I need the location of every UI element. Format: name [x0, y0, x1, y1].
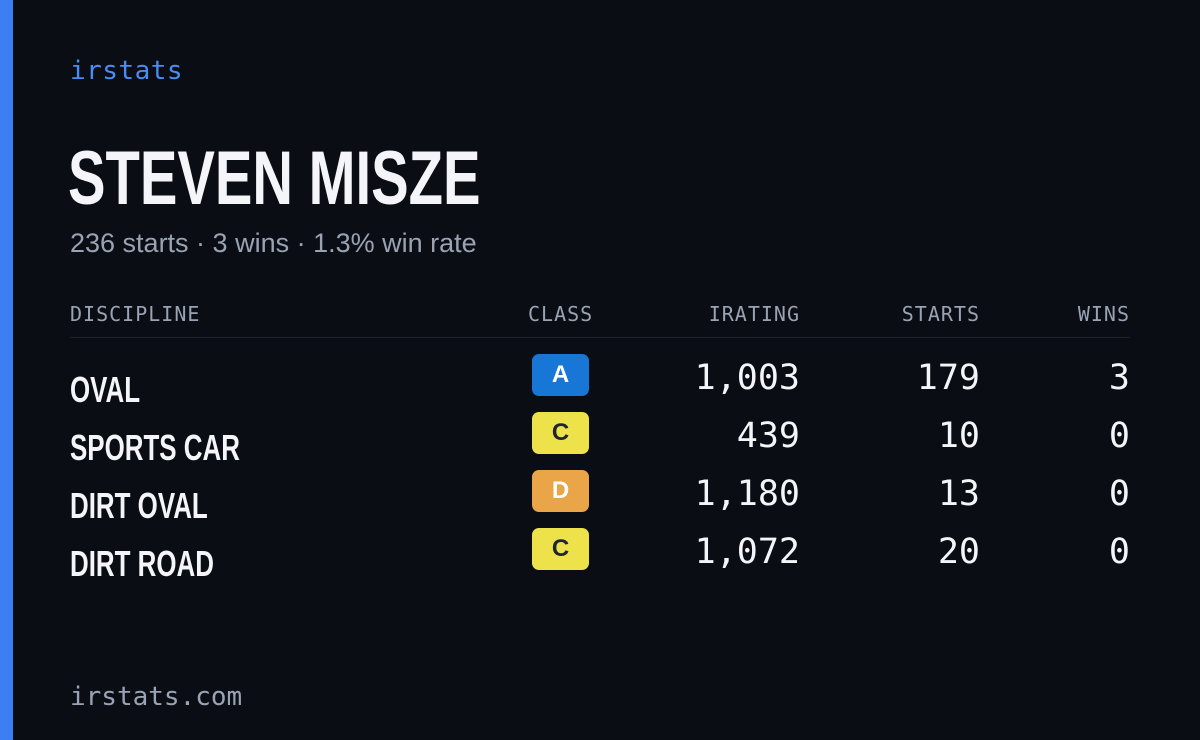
table-row: DIRT ROAD C 1,072 20 0 [70, 528, 1130, 586]
footer-url[interactable]: irstats.com [70, 682, 243, 712]
discipline-name: DIRT ROAD [70, 543, 214, 584]
discipline-name: DIRT OVAL [70, 485, 208, 526]
table-header: DISCIPLINE CLASS IRATING STARTS WINS [70, 298, 1130, 338]
license-table: DISCIPLINE CLASS IRATING STARTS WINS OVA… [70, 298, 1130, 586]
driver-name: STEVEN MISZE [68, 136, 481, 221]
irating-value: 1,072 [694, 532, 800, 572]
discipline-name: OVAL [70, 369, 141, 410]
table-body: OVAL A 1,003 179 3 SPORTS CAR C 439 10 0… [70, 354, 1130, 586]
brand-logo-text[interactable]: irstats [70, 56, 184, 86]
column-header-irating: IRATING [708, 302, 800, 326]
table-row: OVAL A 1,003 179 3 [70, 354, 1130, 412]
irating-value: 1,003 [694, 358, 800, 398]
column-header-class: CLASS [528, 302, 594, 326]
starts-value: 10 [937, 416, 980, 456]
wins-value: 3 [1108, 358, 1130, 398]
column-header-discipline: DISCIPLINE [70, 302, 201, 326]
irating-value: 1,180 [694, 474, 800, 514]
starts-value: 13 [937, 474, 980, 514]
starts-value: 179 [916, 358, 980, 398]
table-row: SPORTS CAR C 439 10 0 [70, 412, 1130, 470]
wins-value: 0 [1108, 474, 1130, 514]
class-badge: D [532, 470, 589, 512]
driver-summary: 236 starts · 3 wins · 1.3% win rate [70, 228, 477, 258]
column-header-wins: WINS [1077, 302, 1130, 326]
class-badge: C [532, 528, 589, 570]
discipline-name: SPORTS CAR [70, 427, 240, 468]
class-badge: C [532, 412, 589, 454]
wins-value: 0 [1108, 532, 1130, 572]
accent-bar [0, 0, 13, 740]
table-row: DIRT OVAL D 1,180 13 0 [70, 470, 1130, 528]
wins-value: 0 [1108, 416, 1130, 456]
irating-value: 439 [736, 416, 800, 456]
starts-value: 20 [937, 532, 980, 572]
class-badge: A [532, 354, 589, 396]
column-header-starts: STARTS [901, 302, 980, 326]
